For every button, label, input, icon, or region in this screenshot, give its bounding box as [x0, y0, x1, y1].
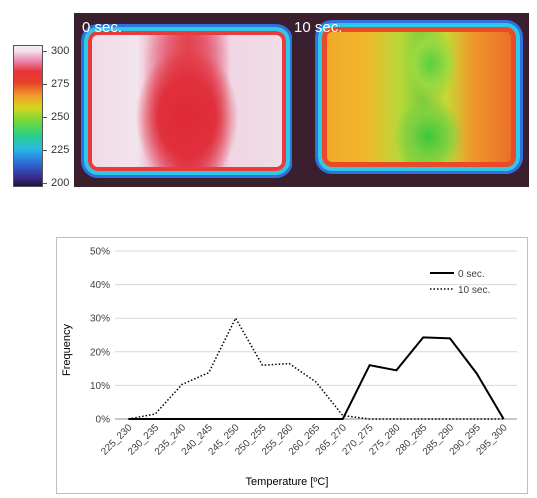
- colorbar-tick: [42, 117, 47, 118]
- y-axis-title-wrap: Frequency: [61, 324, 73, 376]
- y-axis-title: Frequency: [61, 324, 73, 376]
- chart-svg: 0% 10% 20% 30% 40% 50% 225_230230_235235_2402…: [90, 247, 517, 488]
- frequency-chart: 0% 10% 20% 30% 40% 50% 225_230 230_235 235_240 2…: [56, 237, 528, 494]
- x-axis-title: Temperature [ºC]: [246, 476, 329, 488]
- thermal-label-10-sec: 10 sec.: [294, 19, 343, 36]
- colorbar-label-300: 300: [51, 45, 70, 57]
- colorbar-tick: [42, 84, 47, 85]
- y-tick-label: 10%: [90, 381, 110, 392]
- series-line-10-sec: [128, 316, 504, 420]
- temperature-colorbar: 300 275 250 225 200: [13, 45, 71, 190]
- colorbar-label-200: 200: [51, 177, 70, 189]
- y-tick-label: 30%: [90, 314, 110, 325]
- legend-label-0-sec: 0 sec.: [458, 269, 485, 280]
- grid-layer: [115, 250, 517, 420]
- y-tick-label: 0%: [96, 415, 111, 426]
- colorbar-tick: [42, 183, 47, 184]
- colorbar-gradient: [13, 45, 43, 187]
- x-tick-labels: 225_230230_235235_240240_245245_250250_2…: [99, 422, 510, 458]
- heated-plate-0-sec: [84, 27, 290, 175]
- thermal-image-10-sec: 10 sec.: [292, 13, 529, 187]
- heated-plate-10-sec: [318, 23, 520, 171]
- y-tick-label: 50%: [90, 247, 110, 258]
- series-layer: [128, 316, 505, 420]
- y-tick-label: 20%: [90, 347, 110, 358]
- colorbar-tick: [42, 150, 47, 151]
- y-tick-labels: 0% 10% 20% 30% 40% 50%: [90, 247, 110, 426]
- colorbar-label-275: 275: [51, 78, 70, 90]
- legend-label-10-sec: 10 sec.: [458, 285, 490, 296]
- thermal-image-0-sec: 0 sec.: [74, 13, 292, 187]
- colorbar-label-250: 250: [51, 111, 70, 123]
- y-tick-label: 40%: [90, 280, 110, 291]
- chart-legend: 0 sec. 10 sec.: [430, 269, 490, 296]
- thermal-label-0-sec: 0 sec.: [82, 19, 123, 36]
- colorbar-label-225: 225: [51, 144, 70, 156]
- series-line-0-sec: [128, 336, 505, 420]
- colorbar-tick: [42, 51, 47, 52]
